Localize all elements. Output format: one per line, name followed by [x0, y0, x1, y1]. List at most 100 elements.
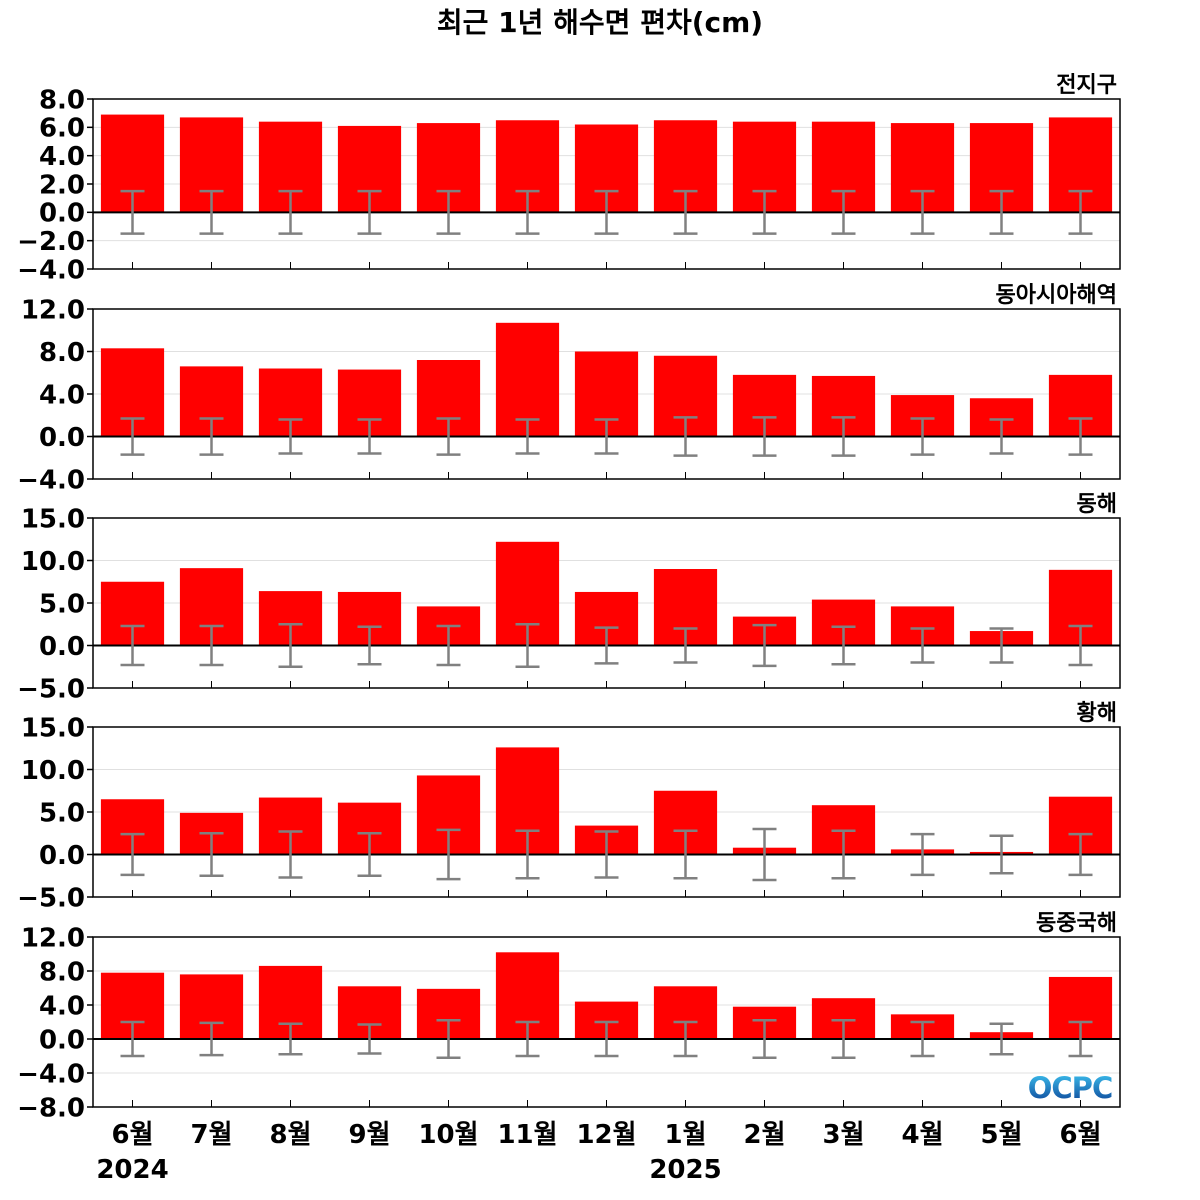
panel-2-error-bar-3 [278, 418, 303, 455]
panel-1-error-bar-5 [436, 189, 461, 235]
panel-1-ytick-label-6: 6.0 [39, 114, 85, 144]
panel-1-error-bar-11 [910, 189, 935, 235]
panel-5-ytick-label-2: −4.0 [17, 1059, 85, 1089]
panel-3-error-bar-8 [673, 627, 698, 664]
xtick-label-2: 7월 [190, 1120, 232, 1150]
panel-2-error-bar-6 [515, 418, 540, 455]
panel-3-ytick-label-2: 0.0 [39, 632, 85, 662]
panel-1-ytick-label-4: 2.0 [39, 170, 85, 200]
panel-5-error-bar-6 [515, 1020, 540, 1058]
xtick-label-10: 3월 [822, 1120, 864, 1150]
panel-2-error-bar-10 [831, 416, 856, 457]
panel-2-ytick-label-3: 4.0 [39, 380, 85, 410]
panel-1-error-bar-7 [594, 189, 619, 235]
panel-3-error-bar-6 [515, 623, 540, 668]
panel-4-error-bar-7 [594, 830, 619, 879]
panel-2-ytick-label-4: 8.0 [39, 338, 85, 368]
panel-2-error-bar-9 [752, 416, 777, 457]
panel-2-error-bar-2 [199, 417, 224, 456]
panel-1: −4.0−2.00.02.04.06.08.0 전지구 [17, 73, 1121, 285]
panel-4-ytick-label-5: 15.0 [21, 713, 85, 743]
panel-5-error-bar-8 [673, 1020, 698, 1058]
panel-1-ytick-label-1: −4.0 [17, 255, 85, 285]
panel-2-ytick-label-5: 12.0 [21, 295, 85, 325]
panel-5-frame [92, 936, 1121, 1108]
panel-3-ytick-label-5: 15.0 [21, 504, 85, 534]
panel-4-error-bar-8 [673, 829, 698, 880]
panel-1-ytick-label-5: 4.0 [39, 142, 85, 172]
panel-4: −5.0 0.0 5.0 10.0 15.0 황해 [17, 701, 1121, 913]
panel-4-ytick-label-2: 0.0 [39, 841, 85, 871]
xtick-label-13: 6월 [1059, 1120, 1101, 1150]
panel-5-error-bar-1 [120, 1020, 145, 1058]
panel-3-error-bar-11 [910, 627, 935, 664]
panel-3-ytick-label-4: 10.0 [21, 547, 85, 577]
chart-title: 최근 1년 해수면 편차(cm) [437, 6, 763, 39]
panel-3: −5.0 0.0 5.0 10.0 15.0 동해 [17, 492, 1121, 704]
panel-3-error-bar-7 [594, 626, 619, 665]
xtick-label-8: 1월 [664, 1120, 706, 1150]
xtick-label-11: 4월 [901, 1120, 943, 1150]
panel-5-error-bar-12 [989, 1022, 1014, 1056]
panel-5-error-bar-2 [199, 1021, 224, 1057]
panel-2-error-bar-11 [910, 417, 935, 456]
xtick-label-3: 8월 [269, 1120, 311, 1150]
panel-5-error-bar-7 [594, 1020, 619, 1058]
xtick-label-12: 5월 [980, 1120, 1022, 1150]
panel-4-error-bar-11 [910, 832, 935, 877]
panel-3-error-bar-5 [436, 624, 461, 667]
panel-5-ytick-label-5: 8.0 [39, 957, 85, 987]
year-label-2: 2025 [649, 1155, 721, 1185]
panel-5-ytick-label-6: 12.0 [21, 923, 85, 953]
panel-3-error-bar-12 [989, 627, 1014, 664]
panel-5: −8.0 −4.0 0.0 4.0 8.0 12.0 동중국해 [17, 911, 1121, 1123]
panel-2-error-bar-4 [357, 418, 382, 455]
panel-4-ytick-label-4: 10.0 [21, 756, 85, 786]
panel-5-ytick-label-4: 4.0 [39, 991, 85, 1021]
subplot-panels: −4.0−2.00.02.04.06.08.0 전지구−4.00.04.08.01… [17, 73, 1121, 1123]
panel-3-ytick-label-3: 5.0 [39, 589, 85, 619]
panel-2-error-bar-8 [673, 416, 698, 457]
panel-3-error-bar-4 [357, 625, 382, 666]
panel-3-ytick-label-1: −5.0 [17, 674, 85, 704]
panel-1-error-bar-3 [278, 189, 303, 235]
panel-2: −4.0 0.0 4.0 8.0 12.0 동아시아해역 [17, 283, 1121, 495]
panel-4-error-bar-6 [515, 829, 540, 880]
panel-4-error-bar-10 [831, 829, 856, 880]
panel-1-ytick-label-7: 8.0 [39, 85, 85, 115]
panel-5-error-bar-9 [752, 1019, 777, 1059]
panel-2-error-bar-12 [989, 418, 1014, 455]
panel-3-error-bar-3 [278, 623, 303, 668]
panel-4-error-bar-12 [989, 834, 1014, 875]
panel-4-error-bar-2 [199, 832, 224, 877]
panel-1-error-bar-1 [120, 189, 145, 235]
year-label-1: 2024 [96, 1155, 168, 1185]
panel-1-error-bar-12 [989, 189, 1014, 235]
panel-2-ytick-label-2: 0.0 [39, 423, 85, 453]
xtick-label-1: 6월 [111, 1120, 153, 1150]
panel-1-error-bar-4 [357, 189, 382, 235]
panel-5-error-bar-4 [357, 1023, 382, 1055]
panel-5-error-bar-13 [1068, 1020, 1093, 1058]
panel-5-error-bar-11 [910, 1020, 935, 1058]
ocpc-logo-text: OCPC [1028, 1071, 1112, 1105]
panel-4-error-bar-1 [120, 832, 145, 877]
panel-4-error-bar-3 [278, 830, 303, 879]
panel-2-error-bar-1 [120, 417, 145, 456]
xtick-label-5: 10월 [418, 1120, 478, 1150]
panel-1-error-bar-13 [1068, 189, 1093, 235]
panel-4-ytick-label-3: 5.0 [39, 798, 85, 828]
panel-2-error-bar-13 [1068, 417, 1093, 456]
panel-4-error-bar-13 [1068, 832, 1093, 877]
panel-1-error-bar-6 [515, 189, 540, 235]
panel-1-error-bar-10 [831, 189, 856, 235]
panel-4-error-bar-9 [752, 827, 777, 882]
panel-2-bar-6 [495, 322, 560, 437]
panel-1-error-bar-8 [673, 189, 698, 235]
panel-4-ytick-label-1: −5.0 [17, 883, 85, 913]
panel-4-title: 황해 [1077, 701, 1117, 726]
panel-1-ytick-label-2: −2.0 [17, 227, 85, 257]
panel-5-ytick-label-1: −8.0 [17, 1093, 85, 1123]
xtick-label-4: 9월 [348, 1120, 390, 1150]
